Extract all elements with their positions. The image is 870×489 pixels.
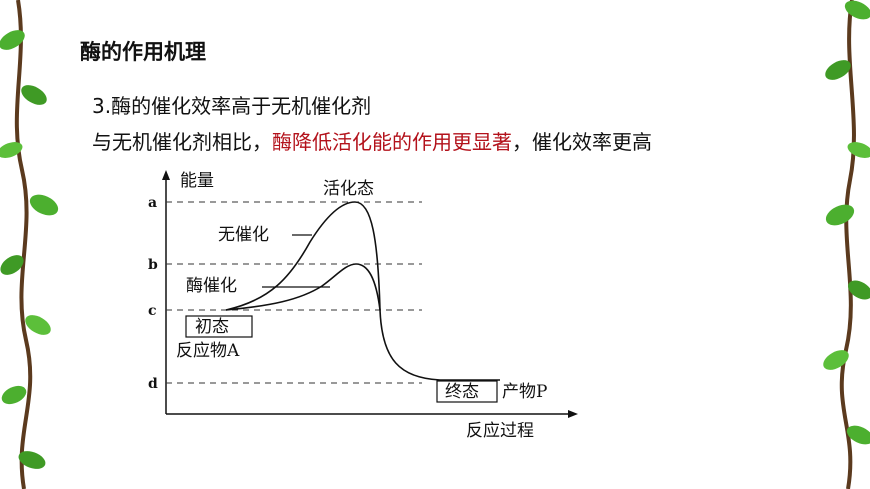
level-c-label: c [148, 303, 157, 319]
uncatalyzed-label: 无催化 [218, 225, 269, 245]
slide-title: 酶的作用机理 [80, 40, 206, 64]
activation-energy-diagram: 能量 反应过程 a b c d 活化态 无催化 酶催化 初态 反应物A 终态 产… [148, 170, 578, 441]
initial-state-label: 初态 [195, 317, 229, 337]
reactant-label: 反应物A [176, 341, 240, 361]
uncatalyzed-curve [225, 201, 441, 381]
initial-state-box [185, 315, 253, 338]
enzyme-curve [225, 263, 381, 311]
explanation-before: 与无机催化剂相比， [92, 130, 272, 154]
final-state-box [436, 380, 498, 403]
vine-decoration-right [823, 0, 870, 489]
y-axis-arrow [162, 170, 170, 180]
level-a-label: a [148, 195, 157, 211]
x-axis-label: 反应过程 [466, 421, 534, 441]
activated-state-label: 活化态 [323, 179, 374, 199]
y-axis-label: 能量 [180, 171, 214, 191]
final-state-label: 终态 [445, 382, 479, 402]
key-point: 3.酶的催化效率高于无机催化剂 [92, 94, 372, 118]
explanation-after: ，催化效率更高 [512, 130, 652, 154]
level-b-label: b [148, 257, 158, 273]
x-axis-arrow [568, 410, 578, 418]
level-d-label: d [148, 376, 158, 392]
vine-decoration-left [0, 0, 59, 489]
product-label: 产物P [502, 382, 547, 402]
explanation: 与无机催化剂相比，酶降低活化能的作用更显著，催化效率更高 [92, 126, 652, 155]
explanation-highlight: 酶降低活化能的作用更显著 [272, 130, 512, 154]
enzyme-label: 酶催化 [186, 276, 237, 296]
